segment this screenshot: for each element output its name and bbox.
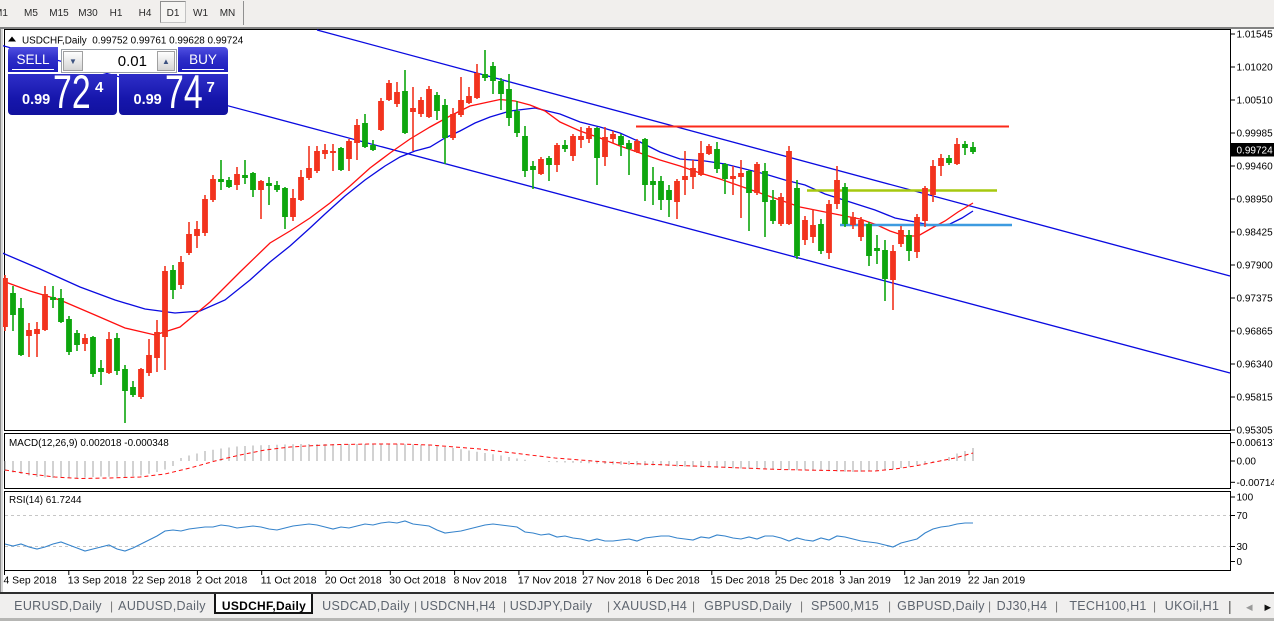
svg-text:0.97375: 0.97375 [1237, 294, 1274, 305]
svg-text:30 Oct 2018: 30 Oct 2018 [389, 576, 446, 587]
svg-text:0.95815: 0.95815 [1237, 393, 1274, 404]
svg-text:0.96340: 0.96340 [1237, 360, 1274, 371]
svg-text:25 Dec 2018: 25 Dec 2018 [775, 576, 834, 587]
svg-text:MACD(12,26,9) 0.002018 -0.0003: MACD(12,26,9) 0.002018 -0.000348 [9, 438, 169, 449]
svg-text:0.98950: 0.98950 [1237, 195, 1274, 206]
svg-text:0.99724: 0.99724 [1237, 146, 1274, 157]
svg-text:0: 0 [1237, 557, 1243, 568]
svg-text:USDCHF,Daily 0.99752 0.99761: USDCHF,Daily 0.99752 0.99761 0.99628 0.9… [22, 36, 244, 47]
svg-text:2 Oct 2018: 2 Oct 2018 [196, 576, 247, 587]
svg-text:70: 70 [1237, 511, 1249, 522]
svg-text:27 Nov 2018: 27 Nov 2018 [582, 576, 641, 587]
svg-text:0.95305: 0.95305 [1237, 426, 1274, 437]
svg-text:100: 100 [1237, 493, 1254, 504]
svg-text:8 Nov 2018: 8 Nov 2018 [454, 576, 507, 587]
svg-text:11 Oct 2018: 11 Oct 2018 [261, 576, 317, 587]
svg-text:-0.00714: -0.00714 [1237, 478, 1274, 489]
svg-text:0.99460: 0.99460 [1237, 162, 1274, 173]
svg-text:22 Sep 2018: 22 Sep 2018 [132, 576, 191, 587]
svg-text:0.97900: 0.97900 [1237, 261, 1274, 272]
svg-text:20 Oct 2018: 20 Oct 2018 [325, 576, 382, 587]
svg-text:RSI(14) 61.7244: RSI(14) 61.7244 [9, 495, 82, 506]
svg-text:12 Jan 2019: 12 Jan 2019 [904, 576, 961, 587]
svg-text:30: 30 [1237, 542, 1249, 553]
svg-text:6 Dec 2018: 6 Dec 2018 [647, 576, 700, 587]
svg-text:4 Sep 2018: 4 Sep 2018 [4, 576, 57, 587]
svg-text:17 Nov 2018: 17 Nov 2018 [518, 576, 577, 587]
svg-text:0.96865: 0.96865 [1237, 327, 1274, 338]
svg-text:13 Sep 2018: 13 Sep 2018 [68, 576, 127, 587]
svg-text:0.99985: 0.99985 [1237, 129, 1274, 140]
svg-text:15 Dec 2018: 15 Dec 2018 [711, 576, 770, 587]
svg-text:3 Jan 2019: 3 Jan 2019 [839, 576, 891, 587]
svg-text:0.006137: 0.006137 [1237, 438, 1274, 449]
svg-text:0.00: 0.00 [1237, 457, 1257, 468]
svg-text:22 Jan 2019: 22 Jan 2019 [968, 576, 1025, 587]
svg-text:1.00510: 1.00510 [1237, 96, 1274, 107]
svg-text:0.98425: 0.98425 [1237, 228, 1274, 239]
svg-text:1.01020: 1.01020 [1237, 63, 1274, 74]
svg-text:1.01545: 1.01545 [1237, 30, 1274, 41]
